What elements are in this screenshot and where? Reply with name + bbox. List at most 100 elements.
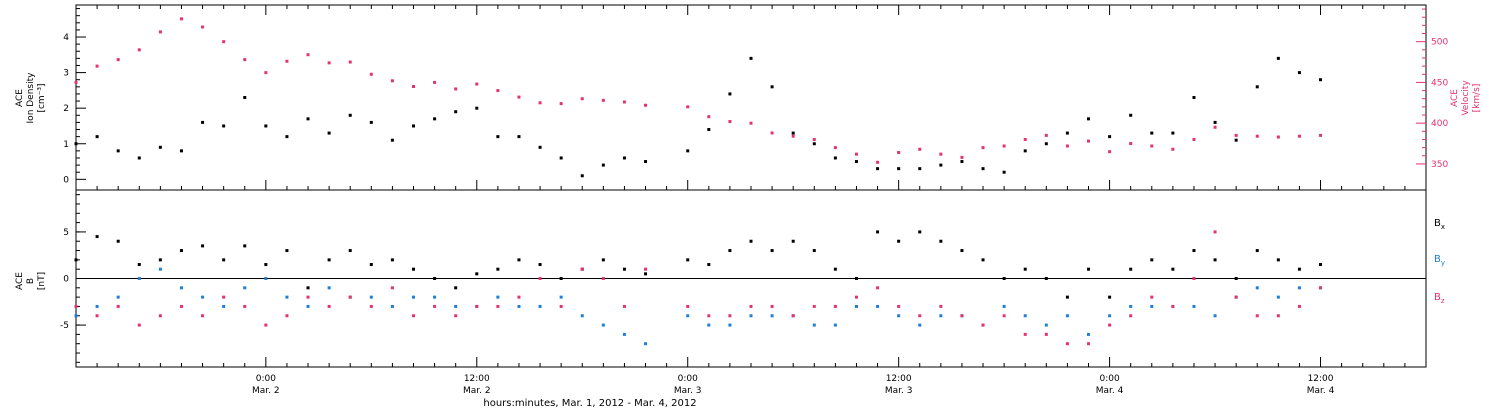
top-s0-point-22 [538,145,542,149]
top-left-title-line2: Ion Density [26,72,36,124]
top-vel-s0-point-26 [622,100,626,104]
bottom-s0-point-13 [348,249,352,253]
top-right-tick-label-0: 350 [1431,160,1448,170]
top-s0-point-10 [285,135,289,139]
bottom-s1-point-32 [749,314,753,318]
bottom-s2-point-24 [580,267,584,271]
bottom-s1-point-10 [285,295,289,299]
bottom-s1-point-16 [412,295,415,299]
bottom-s2-point-10 [285,314,289,318]
bottom-s1-point-25 [601,323,605,327]
bottom-s0-point-49 [1108,295,1112,299]
bottom-s2-point-29 [686,304,690,308]
bottom-s1-point-53 [1192,304,1196,308]
bottom-s0-point-57 [1276,258,1280,262]
bottom-s1-point-12 [327,286,331,290]
top-vel-s0-point-7 [222,40,226,44]
top-left-tick-label-4: 4 [63,33,69,43]
bottom-s2-point-15 [390,286,394,290]
top-vel-s0-point-33 [770,131,774,135]
bottom-s2-point-25 [601,277,605,280]
top-s0-point-58 [1297,71,1301,75]
bottom-s1-point-3 [137,277,141,280]
top-s0-point-27 [644,160,648,164]
legend-bz: Bz [1434,292,1445,305]
bottom-s0-point-36 [833,267,837,271]
top-vel-s0-point-14 [369,72,373,76]
top-s0-point-46 [1044,142,1048,146]
top-vel-s0-point-20 [496,89,500,93]
bottom-s2-point-3 [137,323,141,327]
bottom-s0-point-50 [1129,267,1133,271]
top-vel-s0-point-47 [1065,144,1069,148]
top-s0-point-21 [517,135,521,139]
top-s0-point-4 [158,145,162,149]
bottom-s0-point-37 [854,277,858,280]
bottom-s1-point-51 [1150,304,1154,308]
top-left-title-line1: ACE [15,89,25,107]
bottom-s0-point-39 [897,239,901,243]
bottom-s1-point-30 [707,323,711,327]
top-s0-point-57 [1276,56,1280,60]
bottom-s2-point-56 [1255,314,1259,318]
top-vel-s0-point-19 [475,82,479,86]
bottom-s1-point-48 [1087,332,1090,336]
top-vel-s0-point-54 [1213,125,1217,129]
bottom-s1-point-47 [1065,314,1069,318]
bottom-s1-point-11 [306,304,310,308]
bottom-left-tick-label-1: 0 [63,275,69,285]
top-left-tick-label-1: 1 [63,140,69,150]
bottom-s2-point-4 [158,314,162,318]
top-vel-s0-point-38 [876,160,880,164]
top-s0-point-23 [559,156,563,160]
bottom-s2-point-51 [1150,295,1154,299]
bottom-s0-point-35 [812,249,816,253]
top-s0-point-6 [201,120,205,124]
bottom-s0-point-40 [918,230,922,234]
top-vel-s0-point-18 [454,87,458,91]
bottom-s2-point-1 [95,314,99,318]
bottom-s1-point-29 [686,314,690,318]
bottom-s0-point-8 [243,244,247,248]
top-vel-s0-point-39 [897,151,901,155]
top-s0-point-45 [1023,149,1027,153]
top-vel-s0-point-10 [285,59,289,63]
top-vel-s0-point-46 [1044,133,1048,137]
top-left-tick-label-0: 0 [63,175,69,185]
bottom-s2-point-48 [1087,342,1090,346]
bottom-s2-point-9 [264,323,268,327]
top-left-title-line3: [cm⁻³] [37,83,47,112]
top-left-tick-label-2: 2 [63,104,69,114]
bottom-s0-point-16 [412,267,415,271]
top-s0-point-59 [1319,78,1323,82]
bottom-left-title-line2: B [26,278,36,284]
bottom-left-title-line1: ACE [15,272,25,290]
bottom-s2-point-19 [475,304,479,308]
bottom-s1-point-38 [876,304,880,308]
top-s0-point-39 [897,167,901,171]
top-s0-point-16 [412,124,415,128]
top-vel-s0-point-6 [201,25,205,29]
bottom-s1-point-23 [559,295,563,299]
top-s0-point-26 [622,156,626,160]
bottom-s0-point-7 [222,258,226,262]
bottom-s2-point-57 [1276,314,1280,318]
bottom-s1-point-56 [1255,286,1259,290]
bottom-s2-point-42 [960,314,964,318]
top-vel-s0-point-16 [412,84,415,88]
bottom-s0-point-3 [137,263,141,267]
x-axis: 0:00 Mar. 2 12:00 Mar. 2 0:00 Mar. 3 12:00 Mar.… [75,5,1427,396]
top-s0-point-42 [960,160,964,164]
bottom-s1-point-57 [1276,295,1280,299]
top-s0-point-36 [833,156,837,160]
bottom-s0-point-20 [496,267,500,271]
bottom-s1-point-54 [1213,314,1217,318]
top-vel-s0-point-13 [348,60,352,64]
top-right-title-line3: [km/s] [1472,84,1482,113]
bottom-s0-point-52 [1171,267,1175,271]
bottom-s1-point-9 [264,277,268,280]
bottom-s0-point-51 [1150,258,1154,262]
bottom-s2-point-8 [243,304,247,308]
x-tick-date-4: Mar. 4 [1096,386,1124,396]
top-s0-point-53 [1192,96,1196,99]
